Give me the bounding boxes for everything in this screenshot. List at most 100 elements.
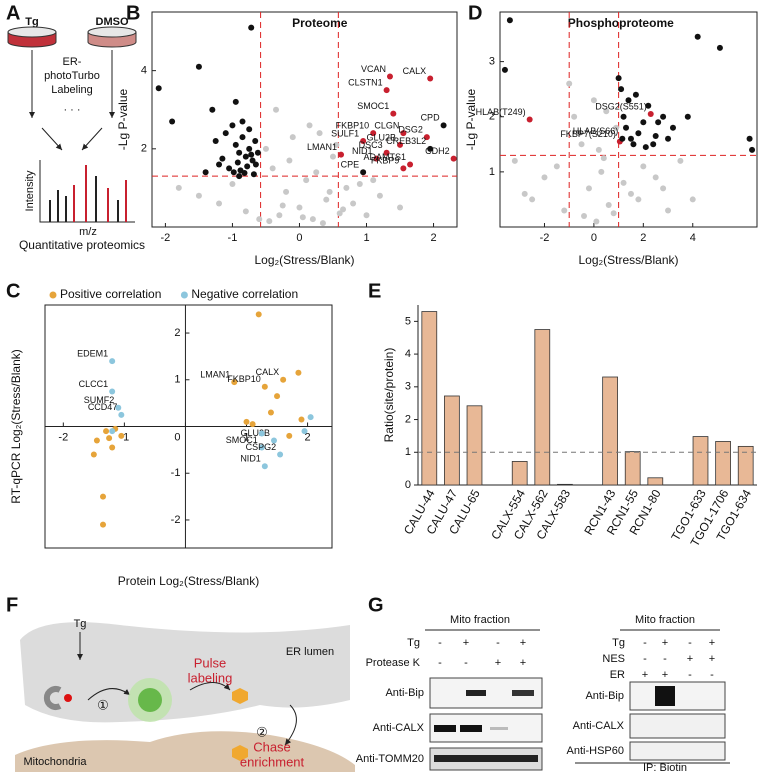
point-label: GLU2B xyxy=(240,428,270,438)
point-label: SULF1 xyxy=(331,128,359,138)
point xyxy=(309,216,316,223)
blot-label: Anti-Bip xyxy=(585,690,624,702)
row-label: Protease K xyxy=(366,657,421,669)
point xyxy=(262,145,269,152)
point xyxy=(273,106,280,113)
y-tick-label: 1 xyxy=(489,166,495,178)
y-tick-label: 3 xyxy=(489,56,495,68)
point xyxy=(254,149,261,156)
panel-letter: C xyxy=(6,280,20,302)
point-label: GLU2B xyxy=(367,132,397,142)
point-label: HLAB(T249) xyxy=(476,107,526,117)
blot-label: Anti-CALX xyxy=(573,720,625,732)
point-label: FKBP10 xyxy=(227,374,261,384)
chart-title: Phosphoproteome xyxy=(568,16,674,30)
sign: - xyxy=(496,637,500,649)
y-tick-label: -2 xyxy=(171,514,181,526)
point xyxy=(635,196,642,203)
point xyxy=(630,141,637,148)
plot-frame xyxy=(499,11,758,228)
point xyxy=(625,97,632,104)
point xyxy=(256,216,263,223)
point xyxy=(261,463,268,470)
label: Chase xyxy=(253,739,291,754)
point xyxy=(390,110,397,117)
point xyxy=(623,124,630,131)
point xyxy=(216,161,223,168)
blot-label: Anti-Bip xyxy=(385,687,424,699)
point-label: CREB3L2 xyxy=(386,136,426,146)
sign: + xyxy=(709,637,715,649)
y-axis-label: RT-qPCR Log₂(Stress/Blank) xyxy=(9,349,23,504)
point xyxy=(615,75,622,82)
point-label: CCD47 xyxy=(88,402,118,412)
legend-marker xyxy=(49,291,57,299)
sign: + xyxy=(520,657,526,669)
arrow xyxy=(81,127,103,151)
point xyxy=(267,409,274,416)
panel-letter: A xyxy=(6,2,20,24)
point xyxy=(283,188,290,195)
point xyxy=(613,124,620,131)
point xyxy=(427,145,434,152)
point xyxy=(521,190,528,197)
point xyxy=(155,85,162,92)
point-label: CLCC1 xyxy=(79,379,109,389)
sign: + xyxy=(662,637,668,649)
point-label: DSG2 xyxy=(398,124,423,134)
x-tick-label: -1 xyxy=(228,232,238,244)
point xyxy=(303,177,310,184)
point-label: SMOC1 xyxy=(357,101,389,111)
panel-letter: E xyxy=(368,280,381,302)
point xyxy=(627,190,634,197)
point xyxy=(299,214,306,221)
point xyxy=(645,102,652,109)
point xyxy=(440,122,447,129)
point-label: CSPG2 xyxy=(246,442,277,452)
point xyxy=(356,181,363,187)
point xyxy=(226,165,233,172)
point xyxy=(529,196,536,203)
point xyxy=(244,163,251,170)
point xyxy=(230,169,237,176)
point-label: CPE xyxy=(341,160,360,170)
sign: + xyxy=(495,657,501,669)
point xyxy=(231,379,238,386)
point xyxy=(343,184,350,191)
bar xyxy=(737,445,754,486)
label: enrichment xyxy=(240,754,305,769)
sign: - xyxy=(710,669,714,681)
row-label: NES xyxy=(602,653,625,665)
point xyxy=(370,130,377,137)
row-label: Tg xyxy=(407,637,420,649)
sign: - xyxy=(643,637,647,649)
point xyxy=(660,185,667,192)
point xyxy=(242,153,249,160)
point xyxy=(340,206,347,213)
band xyxy=(434,725,456,732)
label: labeling xyxy=(188,670,233,685)
arrow xyxy=(284,704,297,746)
bar xyxy=(421,311,438,486)
point xyxy=(427,75,434,82)
point xyxy=(289,134,296,141)
point xyxy=(100,521,107,528)
point xyxy=(90,451,97,458)
sign: + xyxy=(520,637,526,649)
point xyxy=(106,435,113,442)
point xyxy=(652,133,659,140)
point xyxy=(561,207,568,214)
bar xyxy=(647,477,664,486)
y-tick-label: 1 xyxy=(405,446,411,458)
point xyxy=(553,163,560,170)
point xyxy=(578,141,585,148)
band xyxy=(655,686,675,706)
label: ER lumen xyxy=(286,646,334,658)
x-tick-label: 1 xyxy=(243,431,249,443)
point xyxy=(598,168,605,175)
point xyxy=(209,106,216,113)
point xyxy=(660,113,667,120)
point xyxy=(506,17,513,24)
blot-label: Anti-HSP60 xyxy=(567,745,624,757)
y-tick-label: 1 xyxy=(174,374,180,386)
